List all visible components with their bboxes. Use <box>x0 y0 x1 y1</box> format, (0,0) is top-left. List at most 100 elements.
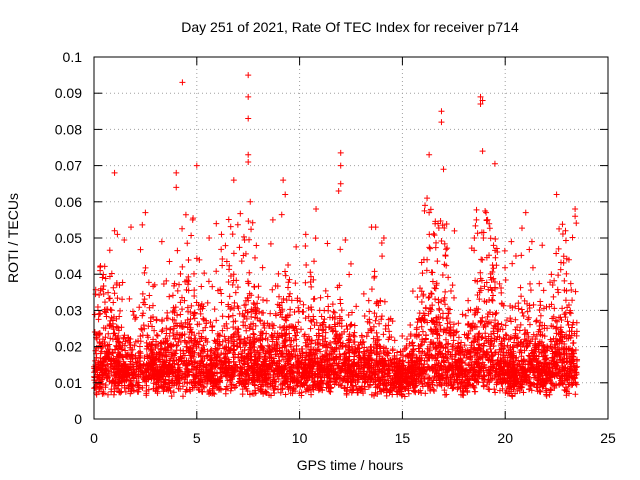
data-point <box>424 319 431 326</box>
data-point <box>222 242 229 249</box>
data-point <box>491 386 498 393</box>
data-point <box>512 253 519 260</box>
data-point <box>321 316 328 323</box>
data-point <box>516 327 523 334</box>
data-point <box>143 390 150 397</box>
data-point <box>515 300 522 307</box>
data-point <box>441 387 448 394</box>
data-point <box>554 286 561 293</box>
data-point <box>253 242 260 249</box>
data-point <box>536 323 543 330</box>
data-point <box>563 270 570 277</box>
data-point <box>163 325 170 332</box>
data-point <box>196 256 203 263</box>
data-point <box>470 383 477 390</box>
data-point <box>533 318 540 325</box>
data-point <box>568 287 575 294</box>
data-point <box>550 293 557 300</box>
data-point <box>179 324 186 331</box>
data-point <box>280 356 287 363</box>
data-point <box>345 311 352 318</box>
data-point <box>363 333 370 340</box>
data-point <box>174 247 181 254</box>
data-point <box>489 262 496 269</box>
data-point <box>250 331 257 338</box>
data-point <box>170 389 177 396</box>
data-point <box>343 369 350 376</box>
data-point <box>194 321 201 328</box>
data-point <box>370 323 377 330</box>
data-point <box>139 290 146 297</box>
data-point <box>308 340 315 347</box>
data-point <box>119 279 126 286</box>
data-point <box>447 287 454 294</box>
data-point <box>178 294 185 301</box>
data-point <box>195 386 202 393</box>
data-point <box>107 335 114 342</box>
data-point <box>302 243 309 250</box>
data-point <box>311 258 318 265</box>
data-point <box>560 253 567 260</box>
data-point <box>427 245 434 252</box>
data-point <box>233 382 240 389</box>
data-point <box>444 245 451 252</box>
data-point <box>175 385 182 392</box>
data-point <box>419 270 426 277</box>
data-point <box>547 387 554 394</box>
data-point <box>92 347 99 354</box>
data-point <box>105 289 112 296</box>
data-point <box>562 237 569 244</box>
data-point <box>230 250 237 257</box>
data-point <box>221 333 228 340</box>
data-point <box>572 288 579 295</box>
data-point <box>118 324 125 331</box>
data-point <box>572 391 579 398</box>
data-point <box>490 292 497 299</box>
data-point <box>349 309 356 316</box>
data-point <box>355 342 362 349</box>
data-point <box>344 326 351 333</box>
data-point <box>110 391 117 398</box>
data-point <box>121 342 128 349</box>
data-point <box>119 296 126 303</box>
data-point <box>418 299 425 306</box>
data-point <box>265 383 272 390</box>
data-point <box>244 309 251 316</box>
data-point <box>549 281 556 288</box>
data-point <box>298 326 305 333</box>
data-point <box>126 295 133 302</box>
data-point <box>154 332 161 339</box>
data-point <box>188 302 195 309</box>
data-point <box>485 386 492 393</box>
data-point <box>137 246 144 253</box>
data-point <box>418 288 425 295</box>
data-point <box>518 293 525 300</box>
data-point <box>557 266 564 273</box>
data-point <box>231 362 238 369</box>
data-point <box>136 304 143 311</box>
data-point <box>418 323 425 330</box>
data-point <box>276 324 283 331</box>
data-point <box>330 308 337 315</box>
data-point <box>386 328 393 335</box>
data-point <box>284 284 291 291</box>
data-point <box>445 340 452 347</box>
data-point <box>303 261 310 268</box>
data-point <box>492 317 499 324</box>
data-point <box>176 281 183 288</box>
data-point <box>238 258 245 265</box>
data-point <box>527 280 534 287</box>
data-point <box>502 264 509 271</box>
data-point <box>261 320 268 327</box>
data-point <box>95 316 102 323</box>
data-point <box>435 224 442 231</box>
data-point <box>219 256 226 263</box>
data-point <box>97 310 104 317</box>
data-point <box>288 297 295 304</box>
data-point <box>472 277 479 284</box>
data-point <box>142 264 149 271</box>
data-point <box>237 336 244 343</box>
data-point <box>373 329 380 336</box>
